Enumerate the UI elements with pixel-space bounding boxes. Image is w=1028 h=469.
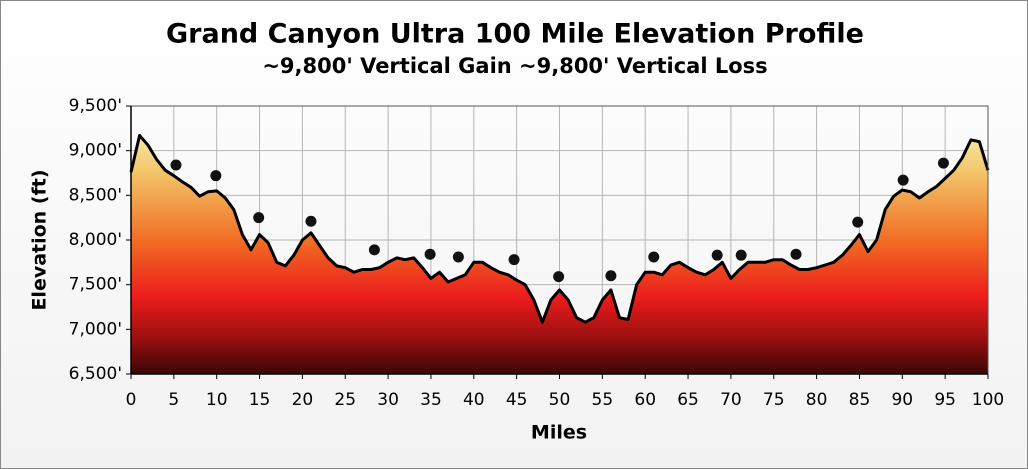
x-tick-label: 45: [506, 390, 528, 410]
y-axis-title: Elevation (ft): [29, 169, 51, 310]
x-tick-label: 10: [206, 390, 228, 410]
x-axis-title: Miles: [531, 422, 587, 444]
plot-area: 0 5 10 15 20 25 30 35 40 45 50 55 60 65 70 75 80 85 90 95 10…: [69, 96, 1005, 410]
aid-station-point: [852, 216, 864, 228]
x-tick-label: 5: [168, 390, 179, 410]
x-tick-label: 35: [420, 390, 442, 410]
x-tick-label: 85: [849, 390, 871, 410]
chart-title: Grand Canyon Ultra 100 Mile Elevation Pr…: [166, 19, 864, 50]
x-tick-label: 20: [292, 390, 314, 410]
x-tick-label: 65: [677, 390, 699, 410]
elevation-line: [129, 134, 990, 324]
x-tick-label: 80: [806, 390, 828, 410]
aid-station-point: [648, 251, 660, 263]
elevation-area: [131, 135, 988, 374]
aid-station-point: [937, 157, 949, 169]
aid-station-point: [452, 251, 464, 263]
x-tick-label: 100: [972, 390, 1004, 410]
x-tick-label: 30: [377, 390, 399, 410]
y-tick-label: 7,500': [69, 275, 122, 295]
aid-station-point: [368, 244, 380, 256]
x-tick-label: 55: [592, 390, 614, 410]
aid-station-point: [424, 248, 436, 260]
x-tick-label: 50: [549, 390, 571, 410]
x-tick-label: 15: [249, 390, 271, 410]
x-tick-label: 75: [763, 390, 785, 410]
aid-station-point: [305, 215, 317, 227]
aid-station-point: [711, 249, 723, 261]
y-tick-label: 9,000': [69, 141, 122, 161]
y-tick-label: 8,000': [69, 230, 122, 250]
x-tick-label: 90: [891, 390, 913, 410]
aid-station-point: [210, 170, 222, 182]
x-tick-label: 25: [334, 390, 356, 410]
aid-station-point: [553, 271, 565, 283]
aid-station-point: [170, 159, 182, 171]
y-tick-label: 8,500': [69, 185, 122, 205]
x-tick-label: 40: [463, 390, 485, 410]
x-tick-label: 70: [720, 390, 742, 410]
aid-station-point: [897, 174, 909, 186]
aid-station-point: [735, 249, 747, 261]
x-tick-label: 95: [934, 390, 956, 410]
y-tick-label: 6,500': [69, 364, 122, 384]
chart-subtitle: ~9,800' Vertical Gain ~9,800' Vertical L…: [262, 54, 767, 78]
aid-station-point: [508, 254, 520, 266]
x-tick-label: 0: [126, 390, 137, 410]
aid-station-point: [605, 270, 617, 282]
y-tick-label: 7,000': [69, 319, 122, 339]
x-tick-label: 60: [634, 390, 656, 410]
y-tick-label: 9,500': [69, 96, 122, 116]
aid-station-point: [790, 248, 802, 260]
aid-station-point: [253, 212, 265, 224]
